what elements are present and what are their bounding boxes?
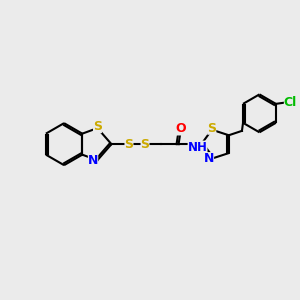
Text: NH: NH	[188, 141, 208, 154]
Text: Cl: Cl	[284, 96, 297, 109]
Text: S: S	[124, 138, 134, 151]
Text: S: S	[140, 138, 149, 151]
Text: O: O	[176, 122, 186, 136]
Text: N: N	[88, 154, 98, 167]
Text: S: S	[207, 122, 216, 135]
Text: S: S	[93, 120, 102, 133]
Text: N: N	[204, 152, 214, 165]
